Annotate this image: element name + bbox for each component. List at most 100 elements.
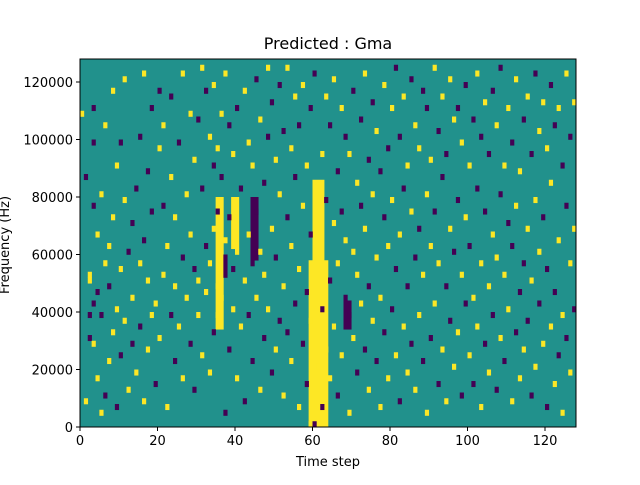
heatmap-cell	[242, 277, 247, 284]
heatmap-cell	[211, 82, 216, 89]
heatmap-cell	[161, 122, 166, 129]
heatmap-cell	[223, 237, 228, 244]
heatmap-cell	[483, 340, 488, 347]
heatmap-cell	[211, 329, 216, 336]
heatmap-cell	[560, 312, 565, 319]
heatmap-cell	[107, 358, 112, 365]
heatmap-cell	[207, 369, 213, 376]
heatmap-cell	[401, 185, 406, 192]
heatmap-cell	[91, 300, 96, 307]
heatmap-cell	[273, 156, 278, 163]
heatmap-cell	[366, 386, 371, 393]
heatmap-cell	[517, 289, 523, 296]
heatmap-cell	[149, 312, 154, 319]
heatmap-cell	[99, 312, 104, 319]
heatmap-cell	[308, 105, 313, 112]
heatmap-cell	[471, 294, 476, 301]
heatmap-cell	[231, 266, 236, 273]
y-tick-label: 80000	[32, 191, 73, 206]
heatmap-cell	[548, 179, 554, 186]
heatmap-cell	[405, 283, 410, 290]
heatmap-cell	[424, 105, 430, 112]
heatmap-cell	[83, 174, 89, 181]
heatmap-cell	[126, 386, 131, 393]
heatmap-cell	[355, 179, 360, 186]
heatmap-cell	[533, 70, 538, 77]
heatmap-cell	[455, 105, 461, 112]
heatmap-cell	[157, 87, 162, 94]
heatmap-cell	[231, 306, 236, 313]
heatmap-cell	[397, 231, 402, 238]
heatmap-cell	[227, 346, 232, 353]
heatmap-cell	[142, 70, 147, 77]
heatmap-cell	[355, 369, 360, 376]
heatmap-cell	[324, 346, 329, 353]
heatmap-cell	[428, 335, 433, 342]
heatmap-cell	[440, 174, 445, 181]
heatmap-cell	[161, 271, 166, 278]
heatmap-cell	[533, 197, 538, 204]
heatmap-cell	[312, 421, 317, 428]
heatmap-cell	[103, 392, 108, 399]
heatmap-cell	[514, 76, 519, 83]
heatmap-cell	[157, 145, 162, 152]
heatmap-cell	[134, 185, 139, 192]
heatmap-cell	[514, 202, 519, 209]
heatmap-cell	[545, 404, 550, 411]
heatmap-cell	[525, 93, 530, 100]
heatmap-cell	[285, 214, 290, 221]
heatmap-cell	[99, 409, 104, 416]
heatmap-cell	[339, 208, 344, 215]
heatmap-cell	[215, 208, 220, 215]
heatmap-cell	[436, 381, 441, 388]
heatmap-cell	[145, 346, 151, 353]
heatmap-cell	[289, 145, 294, 152]
heatmap-cell	[498, 335, 503, 342]
heatmap-cell	[494, 122, 499, 129]
heatmap-cell	[525, 225, 530, 232]
heatmap-band	[223, 254, 228, 278]
heatmap-cell	[269, 369, 275, 376]
heatmap-cell	[525, 317, 530, 324]
heatmap-cell	[521, 346, 526, 353]
heatmap-cell	[444, 283, 449, 290]
heatmap-cell	[153, 300, 158, 307]
heatmap-cell	[300, 202, 306, 209]
y-tick-label: 100000	[23, 134, 73, 149]
heatmap-cell	[149, 208, 154, 215]
heatmap-cell	[188, 110, 193, 117]
heatmap-cell	[397, 398, 402, 405]
heatmap-cell	[242, 87, 247, 94]
heatmap-cell	[459, 271, 464, 278]
heatmap-cell	[428, 243, 433, 250]
heatmap-cell	[211, 225, 216, 232]
heatmap-cell	[293, 174, 298, 181]
heatmap-cell	[118, 266, 123, 273]
x-axis-label: Time step	[295, 455, 360, 470]
heatmap-cell	[401, 93, 406, 100]
heatmap-cell	[386, 145, 391, 152]
heatmap-cell	[122, 76, 127, 83]
heatmap-cell	[498, 191, 503, 198]
heatmap-cell	[459, 139, 464, 146]
heatmap-cell	[83, 398, 89, 405]
heatmap-cell	[335, 260, 340, 267]
heatmap-cell	[382, 214, 387, 221]
heatmap-cell	[219, 174, 224, 181]
heatmap-cell	[529, 392, 534, 399]
heatmap-cell	[145, 168, 151, 175]
heatmap-cell	[393, 64, 399, 71]
heatmap-cell	[297, 122, 302, 129]
heatmap-cell	[405, 369, 410, 376]
heatmap-cell	[273, 254, 278, 261]
x-tick-label: 60	[304, 434, 321, 449]
heatmap-cell	[572, 99, 577, 106]
heatmap-cell	[374, 358, 379, 365]
heatmap-cell	[471, 381, 476, 388]
heatmap-cell	[366, 156, 371, 163]
heatmap-cell	[138, 260, 143, 267]
heatmap-cell	[200, 352, 205, 359]
heatmap-cell	[211, 162, 216, 169]
heatmap-cell	[362, 70, 368, 77]
heatmap-cell	[258, 248, 263, 255]
